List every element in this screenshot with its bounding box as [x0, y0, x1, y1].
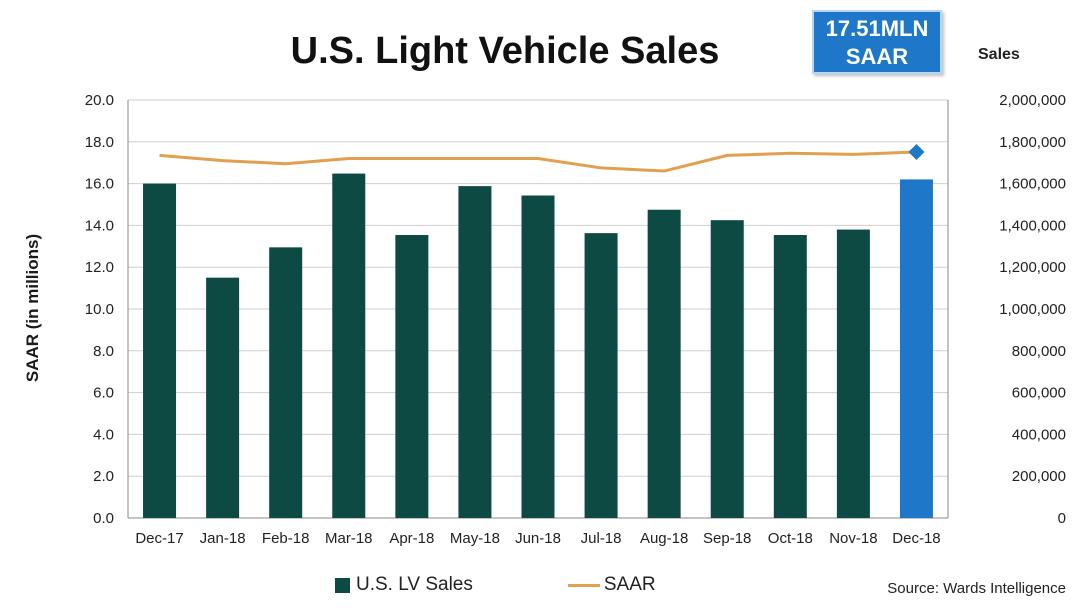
y2-tick-label: 1,600,000	[999, 176, 1066, 193]
y2-tick-label: 1,800,000	[999, 134, 1066, 151]
chart-title: U.S. Light Vehicle Sales	[290, 30, 720, 72]
y2-tick-label: 200,000	[1012, 468, 1066, 485]
x-tick-label: Jul-18	[581, 530, 622, 547]
bar	[521, 195, 555, 518]
y-tick-label: 14.0	[85, 217, 114, 234]
bar	[836, 229, 870, 518]
saar-badge-value: 17.51MLN	[825, 16, 929, 41]
legend-label-sales: U.S. LV Sales	[356, 574, 473, 595]
x-tick-label: May-18	[450, 530, 500, 547]
x-tick-label: Dec-17	[135, 530, 183, 547]
bar	[773, 235, 807, 519]
bar	[710, 220, 744, 519]
y-tick-label: 20.0	[85, 92, 114, 109]
legend-item-sales: U.S. LV Sales	[335, 574, 473, 596]
y-tick-label: 4.0	[93, 426, 114, 443]
y2-tick-label: 2,000,000	[999, 92, 1066, 109]
legend-label-saar: SAAR	[603, 574, 656, 595]
saar-last-point-marker	[908, 144, 925, 161]
y-tick-label: 16.0	[85, 176, 114, 193]
saar-badge-label: SAAR	[845, 44, 909, 69]
bar	[458, 186, 492, 518]
x-tick-label: Aug-18	[640, 530, 688, 547]
x-tick-label: Apr-18	[389, 530, 434, 547]
y-tick-label: 18.0	[85, 134, 114, 151]
legend-swatch-line	[567, 583, 600, 587]
x-tick-label: Sep-18	[703, 530, 751, 547]
legend: U.S. LV Sales SAAR	[335, 574, 751, 596]
x-tick-label: Jun-18	[515, 530, 561, 547]
bar	[584, 233, 618, 518]
y2-tick-label: 1,000,000	[999, 301, 1066, 318]
y2-tick-label: 600,000	[1012, 385, 1066, 402]
bar	[899, 179, 933, 519]
y2-tick-label: 1,200,000	[999, 259, 1066, 276]
legend-item-saar: SAAR	[567, 574, 656, 596]
y-tick-label: 8.0	[93, 343, 114, 360]
y-tick-label: 12.0	[85, 259, 114, 276]
x-tick-label: Dec-18	[892, 530, 940, 547]
x-tick-label: Mar-18	[325, 530, 373, 547]
y-tick-label: 6.0	[93, 385, 114, 402]
x-tick-label: Nov-18	[829, 530, 877, 547]
bar	[395, 235, 429, 519]
bar	[269, 247, 303, 518]
bar	[332, 173, 366, 518]
y2-tick-label: 400,000	[1012, 426, 1066, 443]
y-tick-label: 0.0	[93, 510, 114, 527]
saar-line	[159, 150, 917, 173]
x-tick-label: Feb-18	[262, 530, 310, 547]
saar-badge: 17.51MLN SAAR	[812, 10, 942, 74]
y2-axis-title: Sales	[978, 46, 1020, 63]
y-tick-label: 2.0	[93, 468, 114, 485]
y2-tick-label: 1,400,000	[999, 217, 1066, 234]
bar	[143, 183, 177, 518]
x-tick-label: Jan-18	[200, 530, 246, 547]
bar	[206, 277, 240, 518]
y2-tick-label: 0	[1058, 510, 1066, 527]
legend-swatch-bar	[335, 577, 350, 593]
x-tick-label: Oct-18	[768, 530, 813, 547]
y-tick-label: 10.0	[85, 301, 114, 318]
y2-tick-label: 800,000	[1012, 343, 1066, 360]
bar	[647, 209, 681, 518]
source-note: Source: Wards Intelligence	[887, 580, 1066, 597]
